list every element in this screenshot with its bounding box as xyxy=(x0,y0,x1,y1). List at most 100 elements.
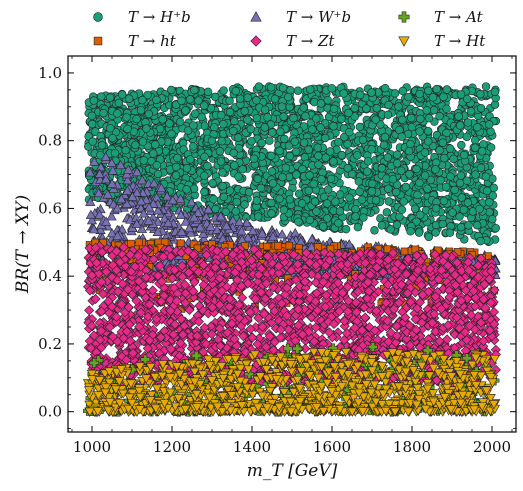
data-point xyxy=(355,122,365,132)
data-point xyxy=(432,84,441,94)
data-point xyxy=(144,109,154,119)
data-point xyxy=(229,148,238,158)
data-point xyxy=(377,221,387,230)
data-point xyxy=(308,125,317,134)
data-point xyxy=(314,160,323,169)
data-point xyxy=(281,163,291,173)
data-point xyxy=(218,168,227,177)
data-point xyxy=(277,102,287,111)
data-point xyxy=(355,187,364,196)
data-point xyxy=(367,187,377,196)
data-point xyxy=(230,161,239,170)
data-point xyxy=(122,113,131,122)
data-point xyxy=(87,111,97,121)
data-point xyxy=(235,94,245,103)
data-point xyxy=(329,157,338,166)
data-point xyxy=(398,115,407,125)
data-point xyxy=(171,171,181,180)
data-point xyxy=(173,153,182,163)
data-point xyxy=(208,179,217,188)
data-point xyxy=(267,198,276,208)
data-point xyxy=(479,140,488,149)
data-point xyxy=(215,147,225,156)
data-point xyxy=(424,137,433,146)
data-point xyxy=(416,114,425,124)
data-point xyxy=(290,137,300,146)
data-point xyxy=(284,92,293,102)
data-point xyxy=(424,232,434,242)
data-point xyxy=(153,169,163,179)
data-point xyxy=(464,221,473,230)
data-point xyxy=(395,212,404,222)
data-point xyxy=(305,171,314,180)
data-point xyxy=(217,136,227,146)
data-point xyxy=(485,198,494,207)
data-point xyxy=(252,113,262,123)
data-point xyxy=(335,207,345,216)
data-point xyxy=(331,197,340,206)
data-point xyxy=(132,114,141,124)
data-point xyxy=(380,132,390,142)
data-point xyxy=(225,186,235,195)
data-point xyxy=(353,222,363,232)
data-point xyxy=(253,212,263,221)
data-point xyxy=(260,105,270,114)
data-point xyxy=(142,124,151,133)
data-point xyxy=(267,209,276,218)
data-point xyxy=(309,179,318,189)
data-point xyxy=(476,163,486,173)
data-point xyxy=(165,119,174,128)
data-point xyxy=(371,196,381,205)
data-point xyxy=(358,135,368,145)
data-point xyxy=(384,197,394,206)
data-point xyxy=(344,108,353,118)
data-point xyxy=(304,186,313,195)
data-point xyxy=(436,175,445,185)
data-point xyxy=(357,195,367,204)
data-point xyxy=(337,114,346,124)
data-point xyxy=(329,122,338,131)
data-point xyxy=(371,115,380,124)
data-point xyxy=(152,95,161,105)
data-point xyxy=(189,121,198,130)
data-point xyxy=(441,182,451,192)
data-point xyxy=(260,123,270,132)
data-point xyxy=(420,171,430,180)
data-point xyxy=(232,197,241,207)
data-point xyxy=(384,100,393,110)
data-point xyxy=(139,156,149,165)
data-point xyxy=(172,162,181,172)
data-point xyxy=(445,228,455,237)
data-point xyxy=(131,140,140,150)
data-point xyxy=(476,104,486,113)
data-point xyxy=(476,90,485,99)
data-point xyxy=(249,154,259,163)
data-point xyxy=(351,204,360,214)
data-point xyxy=(397,205,407,214)
data-point xyxy=(88,137,97,146)
data-point xyxy=(486,143,496,152)
data-point xyxy=(462,132,472,142)
data-point xyxy=(243,93,253,102)
data-point xyxy=(138,137,148,146)
data-point xyxy=(348,169,357,179)
data-point xyxy=(312,114,321,123)
data-point xyxy=(424,86,433,95)
data-point xyxy=(176,239,185,248)
data-point xyxy=(231,207,241,216)
data-point xyxy=(463,198,473,207)
data-point xyxy=(113,109,122,118)
data-point xyxy=(268,179,278,188)
data-point xyxy=(415,178,424,188)
data-point xyxy=(370,226,379,235)
data-point xyxy=(219,86,228,95)
data-point xyxy=(121,145,130,155)
data-point xyxy=(294,217,303,226)
data-point xyxy=(234,172,243,181)
data-point xyxy=(136,106,146,115)
data-point xyxy=(263,242,271,251)
data-point xyxy=(320,133,330,143)
data-point xyxy=(401,182,411,192)
data-point xyxy=(415,127,424,136)
data-point xyxy=(127,239,135,248)
